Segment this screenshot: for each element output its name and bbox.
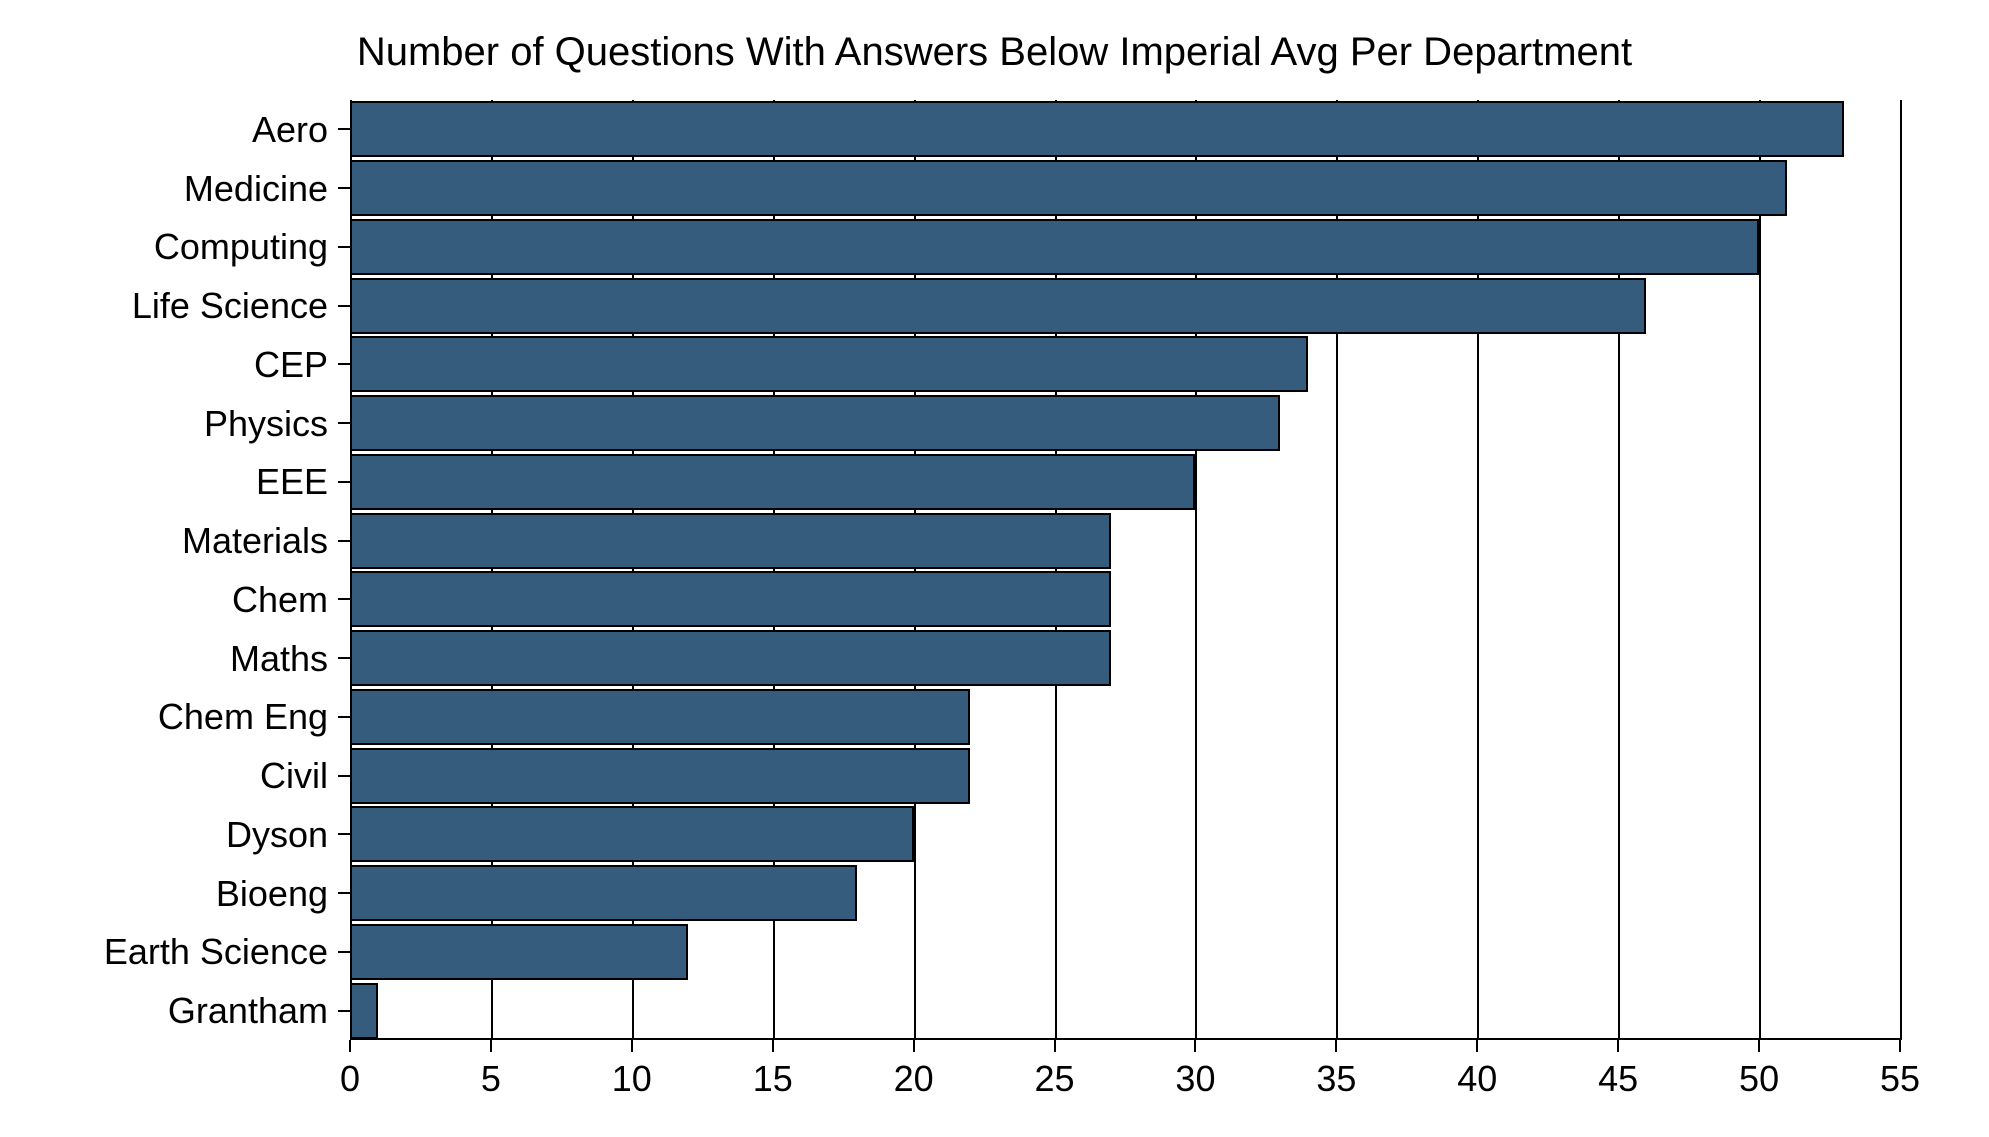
x-tick [490, 1040, 492, 1052]
x-axis-label: 5 [481, 1058, 501, 1100]
bar [350, 454, 1195, 510]
x-tick [631, 1040, 633, 1052]
y-tick [338, 716, 350, 718]
y-tick [338, 305, 350, 307]
bar [350, 278, 1646, 334]
y-tick [338, 540, 350, 542]
x-axis-label: 45 [1598, 1058, 1638, 1100]
y-tick [338, 892, 350, 894]
y-axis-label: Life Science [132, 284, 328, 327]
x-axis-label: 20 [894, 1058, 934, 1100]
y-axis-label: Medicine [184, 167, 328, 210]
bar [350, 630, 1111, 686]
x-axis-label: 0 [340, 1058, 360, 1100]
y-axis-label: CEP [254, 343, 328, 386]
x-axis-label: 30 [1175, 1058, 1215, 1100]
y-axis-label: Materials [182, 519, 328, 562]
gridline [1759, 100, 1761, 1040]
x-axis-label: 25 [1035, 1058, 1075, 1100]
y-axis-label: Aero [252, 108, 328, 151]
plot-area [350, 100, 1900, 1040]
bar [350, 865, 857, 921]
bar [350, 219, 1759, 275]
x-tick [1758, 1040, 1760, 1052]
x-axis-label: 15 [753, 1058, 793, 1100]
chart-title: Number of Questions With Answers Below I… [0, 30, 1989, 75]
bar [350, 748, 970, 804]
y-axis-label: Computing [154, 225, 328, 268]
bar [350, 571, 1111, 627]
bar [350, 336, 1308, 392]
x-tick [772, 1040, 774, 1052]
x-axis-label: 35 [1316, 1058, 1356, 1100]
chart-container: Number of Questions With Answers Below I… [0, 0, 1989, 1137]
y-axis-label: Physics [204, 402, 328, 445]
bar [350, 806, 914, 862]
y-axis-label: Chem [232, 578, 328, 621]
y-tick [338, 422, 350, 424]
x-axis-label: 10 [612, 1058, 652, 1100]
y-tick [338, 128, 350, 130]
x-tick [349, 1040, 351, 1052]
y-tick [338, 363, 350, 365]
x-axis-label: 40 [1457, 1058, 1497, 1100]
bar [350, 395, 1280, 451]
y-tick [338, 598, 350, 600]
y-axis-label: Dyson [226, 813, 328, 856]
bar [350, 924, 688, 980]
y-axis-label: Chem Eng [158, 695, 328, 738]
y-tick [338, 1010, 350, 1012]
bar [350, 983, 378, 1039]
y-axis-label: Grantham [168, 989, 328, 1032]
y-tick [338, 246, 350, 248]
x-tick [1054, 1040, 1056, 1052]
x-tick [1335, 1040, 1337, 1052]
bar [350, 101, 1844, 157]
y-tick [338, 657, 350, 659]
y-axis-label: Earth Science [104, 930, 328, 973]
x-tick [913, 1040, 915, 1052]
x-tick [1194, 1040, 1196, 1052]
x-axis-label: 50 [1739, 1058, 1779, 1100]
x-tick [1899, 1040, 1901, 1052]
y-axis-label: Maths [230, 637, 328, 680]
y-tick [338, 833, 350, 835]
bar [350, 160, 1787, 216]
y-tick [338, 481, 350, 483]
y-tick [338, 951, 350, 953]
y-axis-label: EEE [256, 460, 328, 503]
y-axis-label: Civil [260, 754, 328, 797]
bar [350, 513, 1111, 569]
bar [350, 689, 970, 745]
y-tick [338, 775, 350, 777]
x-tick [1617, 1040, 1619, 1052]
y-tick [338, 187, 350, 189]
y-axis-label: Bioeng [216, 872, 328, 915]
x-axis-label: 55 [1880, 1058, 1920, 1100]
x-axis-line [350, 1038, 1900, 1040]
gridline [1900, 100, 1902, 1040]
x-tick [1476, 1040, 1478, 1052]
